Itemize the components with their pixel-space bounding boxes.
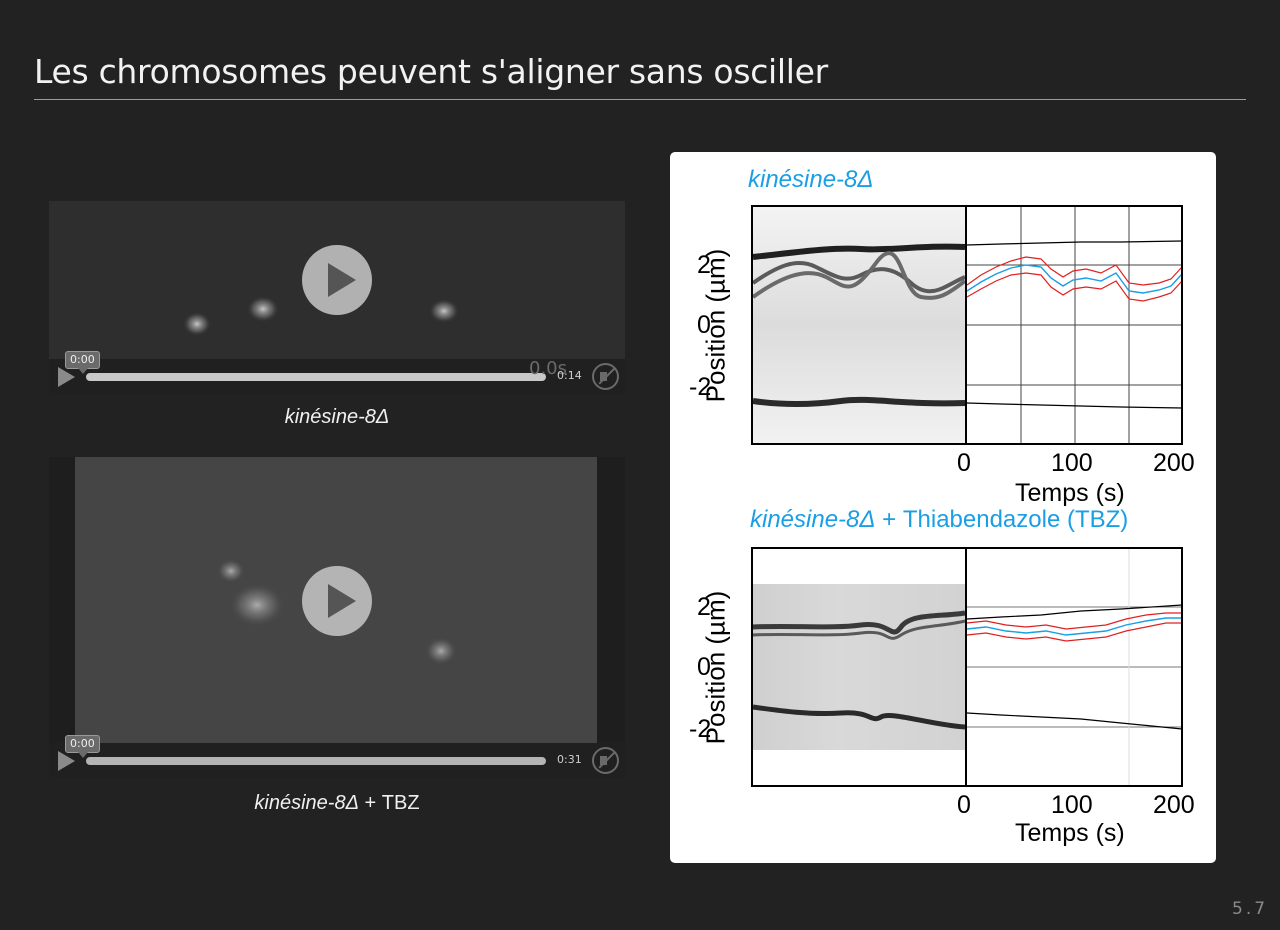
top-blue-mean xyxy=(966,264,1183,294)
caption-text-rest: + TBZ xyxy=(359,792,420,814)
bottom-red-upper xyxy=(966,612,1182,630)
play-icon[interactable] xyxy=(58,751,75,771)
current-time-bubble: 0:00 xyxy=(65,735,100,758)
bottom-blue-mean xyxy=(966,617,1182,636)
top-ytick: 2 xyxy=(697,251,711,279)
bottom-black-lower xyxy=(966,712,1183,730)
video-controls: 0:00 0:31 xyxy=(49,735,625,779)
video-player-kinesin8-tbz[interactable]: 0:00 0:31 xyxy=(49,457,625,779)
slide-title: Les chromosomes peuvent s'aligner sans o… xyxy=(34,52,828,91)
title-divider xyxy=(34,99,1246,100)
play-overlay-button[interactable] xyxy=(302,566,372,636)
bottom-red-lower xyxy=(966,622,1182,642)
top-ytick: 0 xyxy=(697,311,711,339)
top-black-lower xyxy=(966,402,1183,409)
bottom-panel-title-italic: kinésine-8Δ xyxy=(750,506,876,533)
video-player-kinesin8[interactable]: 0:00 0.0s 0:14 xyxy=(49,201,625,395)
bottom-ytick: 2 xyxy=(697,593,711,621)
caption-text: kinésine-8Δ xyxy=(284,406,390,428)
seek-bar[interactable] xyxy=(86,757,546,765)
top-black-upper xyxy=(966,240,1183,246)
play-overlay-button[interactable] xyxy=(302,245,372,315)
top-red-lower xyxy=(966,272,1183,302)
bottom-x-axis-label: Temps (s) xyxy=(1015,819,1125,847)
bottom-xtick: 200 xyxy=(1153,791,1195,819)
play-icon[interactable] xyxy=(58,367,75,387)
bottom-panel-title: kinésine-8Δ + Thiabendazole (TBZ) xyxy=(750,506,1128,534)
bottom-xtick: 0 xyxy=(957,791,971,819)
video-duration: 0:14 xyxy=(557,369,582,382)
top-ytick: -2 xyxy=(689,373,712,401)
slide-number: 5.7 xyxy=(1232,899,1269,919)
bottom-black-upper xyxy=(966,604,1183,620)
top-xtick: 100 xyxy=(1051,449,1093,477)
video-caption-kinesin8: kinésine-8Δ xyxy=(49,406,625,429)
top-kymograph xyxy=(752,206,966,444)
bottom-ytick: 0 xyxy=(697,653,711,681)
bottom-xtick: 100 xyxy=(1051,791,1093,819)
current-time-bubble: 0:00 xyxy=(65,351,100,374)
top-plot xyxy=(751,205,1183,445)
kymograph-figure: kinésine-8Δ Position (µm) 2 0 -2 xyxy=(670,152,1216,863)
timestamp-overlay: 0.0s xyxy=(529,358,568,379)
mute-icon[interactable] xyxy=(592,363,619,390)
video-controls: 0:00 0.0s 0:14 xyxy=(49,351,625,395)
top-xtick: 0 xyxy=(957,449,971,477)
bottom-grid xyxy=(967,606,1182,728)
top-panel-title: kinésine-8Δ xyxy=(748,166,874,194)
top-red-upper xyxy=(966,256,1183,286)
bottom-ytick: -2 xyxy=(689,715,712,743)
top-x-axis-label: Temps (s) xyxy=(1015,479,1125,507)
mute-icon[interactable] xyxy=(592,747,619,774)
bottom-plot xyxy=(751,547,1183,787)
top-panel-title-italic: kinésine-8Δ xyxy=(748,166,874,193)
top-xtick: 200 xyxy=(1153,449,1195,477)
bottom-panel-title-rest: + Thiabendazole (TBZ) xyxy=(875,506,1129,533)
caption-text-italic: kinésine-8Δ xyxy=(254,792,359,814)
seek-bar[interactable] xyxy=(86,373,546,381)
video-duration: 0:31 xyxy=(557,753,582,766)
video-caption-kinesin8-tbz: kinésine-8Δ + TBZ xyxy=(49,792,625,815)
